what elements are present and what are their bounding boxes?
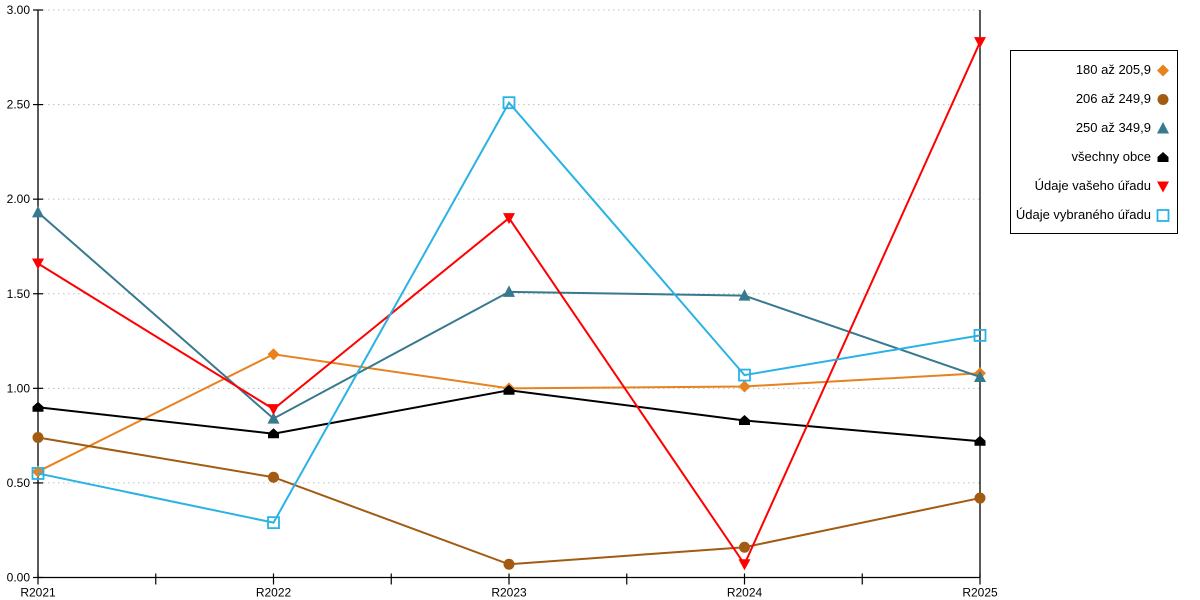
y-tick-label: 1.50: [7, 287, 31, 301]
square-open-icon: [1156, 208, 1170, 222]
y-tick-label: 2.50: [7, 98, 31, 112]
series-line: [37, 436, 981, 566]
data-point-marker: [974, 492, 986, 504]
data-point-marker: [502, 96, 516, 110]
data-point-marker: [503, 213, 515, 225]
triangle-up-legend-marker-icon: [1157, 121, 1169, 133]
x-tick-label: R2023: [491, 586, 527, 600]
data-point-marker: [268, 471, 279, 483]
data-point-marker: [31, 467, 45, 480]
series-line: [37, 100, 981, 524]
data-point-marker: [267, 404, 280, 416]
pentagon-legend-marker-icon: [1157, 151, 1169, 162]
legend-item: Údaje vybraného úřadu: [1011, 202, 1177, 228]
data-point-marker: [974, 435, 986, 446]
pentagon-icon: [1157, 151, 1169, 162]
triangle-up-icon: [1157, 121, 1169, 133]
circle-icon: [1157, 93, 1169, 105]
y-tick-label: 3.00: [7, 3, 31, 17]
y-tick-label: 0.00: [7, 571, 31, 585]
square-open-legend-marker-icon: [1156, 208, 1170, 222]
data-point-marker: [503, 384, 515, 395]
y-tick-label: 2.00: [7, 192, 31, 206]
data-point-marker: [267, 516, 280, 530]
data-point-marker: [267, 348, 280, 361]
data-point-marker: [738, 289, 751, 301]
x-tick-label: R2025: [962, 586, 998, 600]
data-point-marker: [32, 401, 44, 412]
data-point-marker: [503, 558, 515, 570]
legend-item: 180 až 205,9: [1011, 57, 1177, 83]
legend-label: všechny obce: [1071, 149, 1152, 164]
legend-label: Údaje vybraného úřadu: [1015, 207, 1151, 222]
legend-item: 206 až 249,9: [1011, 86, 1177, 112]
diamond-legend-marker-icon: [1157, 64, 1169, 76]
legend-label: 206 až 249,9: [1075, 91, 1151, 106]
x-tick-label: R2022: [256, 586, 292, 600]
data-point-marker: [738, 559, 751, 571]
legend-item: 250 až 349,9: [1011, 115, 1177, 141]
data-point-marker: [503, 285, 515, 297]
triangle-down-icon: [1157, 181, 1169, 192]
y-tick-label: 0.50: [7, 476, 31, 490]
data-point-marker: [267, 412, 280, 424]
data-point-marker: [268, 428, 279, 439]
legend-label: 250 až 349,9: [1075, 120, 1151, 135]
data-point-marker: [739, 414, 750, 425]
data-point-marker: [32, 205, 44, 218]
data-point-marker: [974, 37, 986, 49]
legend-item: všechny obce: [1011, 144, 1177, 170]
legend: 180 až 205,9 206 až 249,9 250 až 349,9 všec…: [1010, 50, 1178, 234]
data-point-marker: [32, 432, 44, 444]
data-point-marker: [974, 370, 986, 382]
x-tick-label: R2024: [727, 586, 763, 600]
legend-label: 180 až 205,9: [1075, 62, 1151, 77]
data-point-marker: [738, 368, 751, 382]
circle-legend-marker-icon: [1157, 93, 1169, 105]
x-tick-label: R2021: [20, 586, 56, 600]
data-point-marker: [739, 541, 750, 553]
series-line: [37, 41, 981, 567]
y-tick-label: 1.00: [7, 381, 31, 395]
data-point-marker: [973, 328, 987, 342]
diamond-icon: [1157, 64, 1169, 76]
data-point-marker: [738, 380, 751, 393]
triangle-down-legend-marker-icon: [1157, 181, 1169, 192]
data-point-marker: [32, 258, 44, 270]
series-line: [37, 389, 981, 443]
legend-item: Údaje vašeho úřadu: [1011, 173, 1177, 199]
series-line: [37, 353, 981, 473]
legend-label: Údaje vašeho úřadu: [1034, 178, 1151, 193]
